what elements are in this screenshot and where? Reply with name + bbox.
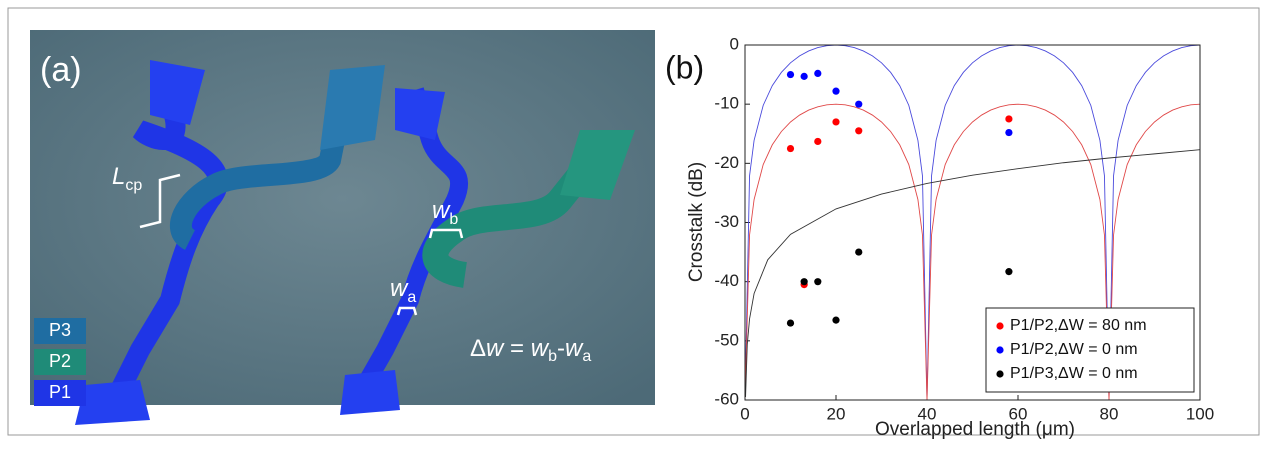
equation: Δw = wb-wa xyxy=(470,335,591,365)
y-tick-label: -30 xyxy=(714,212,739,231)
plot-area xyxy=(745,45,1200,400)
waveguide-p1 xyxy=(357,87,469,390)
data-point xyxy=(1005,128,1013,137)
grating-pad xyxy=(150,60,205,125)
annotation: wa xyxy=(390,275,416,306)
data-point xyxy=(1005,268,1013,276)
curve xyxy=(745,149,1200,398)
data-point xyxy=(814,137,822,146)
x-tick-label: 60 xyxy=(1009,404,1028,423)
data-point xyxy=(786,319,795,327)
annotation: wb xyxy=(432,197,458,228)
y-tick-label: -40 xyxy=(714,271,739,290)
x-axis-label: Overlapped length (μm) xyxy=(875,419,1075,440)
annotation-main: w xyxy=(432,197,451,224)
x-tick-label: 40 xyxy=(918,404,937,423)
data-point xyxy=(855,100,863,108)
y-tick-label: -20 xyxy=(714,153,739,172)
panel-label: (a) xyxy=(40,51,82,89)
legend-marker xyxy=(996,322,1004,330)
grating-pad xyxy=(320,65,385,150)
data-point xyxy=(800,72,808,80)
data-point xyxy=(832,316,840,324)
port-swatch xyxy=(34,318,86,344)
annotation-main: L xyxy=(112,163,125,190)
annotation-main: w xyxy=(390,275,409,302)
legend-label: P1/P3,ΔW = 0 nm xyxy=(1010,365,1138,382)
data-point xyxy=(786,70,795,79)
curve xyxy=(745,103,1200,400)
y-tick-label: 0 xyxy=(730,34,739,53)
bracket xyxy=(139,173,181,229)
grating-pad xyxy=(340,370,400,415)
eq-sub: a xyxy=(582,348,591,365)
eq-sub: b xyxy=(548,348,557,365)
waveguide-p2 xyxy=(422,141,611,288)
data-point xyxy=(786,144,795,153)
y-tick-label: -50 xyxy=(714,330,739,349)
legend-label: P1/P2,ΔW = 0 nm xyxy=(1010,341,1138,358)
y-tick-label: -60 xyxy=(714,389,739,408)
panel-label: (b) xyxy=(665,49,704,85)
x-tick-label: 20 xyxy=(827,404,846,423)
waveguide-p1 xyxy=(111,68,229,395)
eq-part: w xyxy=(531,335,550,362)
grating-pad xyxy=(395,88,445,140)
x-tick-label: 100 xyxy=(1186,404,1214,423)
port-label: P2 xyxy=(49,351,71,371)
axes-box xyxy=(744,44,1201,401)
waveguide-p3 xyxy=(169,82,356,250)
data-point xyxy=(855,248,863,256)
curve xyxy=(745,45,1200,400)
y-tick-label: -10 xyxy=(714,94,739,113)
legend-marker xyxy=(996,346,1004,354)
eq-part: - xyxy=(557,335,565,362)
annotation-sub: cp xyxy=(125,177,142,194)
data-point xyxy=(814,69,822,77)
annotation: Lcp xyxy=(112,163,142,194)
data-point xyxy=(1005,115,1013,123)
data-point xyxy=(814,278,822,286)
x-tick-label: 0 xyxy=(740,404,749,423)
port-label: P3 xyxy=(49,320,71,340)
data-point xyxy=(832,87,840,95)
eq-part: = xyxy=(503,335,530,362)
panel-a: (a) Lcp wb wa Δw = wb-wa P3 P2 P1 xyxy=(30,30,655,425)
y-axis-label: Crosstalk (dB) xyxy=(686,162,707,282)
data-point xyxy=(832,118,840,126)
data-point xyxy=(855,127,863,135)
port-label: P1 xyxy=(49,382,71,402)
bracket xyxy=(428,228,464,239)
bracket xyxy=(396,306,418,316)
annotation-sub: a xyxy=(407,289,416,306)
port-swatch xyxy=(34,349,86,375)
data-point xyxy=(800,278,808,286)
figure-border xyxy=(7,7,1260,436)
legend-marker xyxy=(996,370,1004,378)
eq-part: w xyxy=(565,335,584,362)
legend-label: P1/P2,ΔW = 80 nm xyxy=(1010,317,1147,334)
port-swatch xyxy=(34,380,86,406)
panel-b: (b) Overlapped length (μm) Crosstalk (dB… xyxy=(665,34,1214,440)
eq-part: w xyxy=(486,335,505,362)
eq-part: Δ xyxy=(470,335,486,362)
grating-pad xyxy=(75,380,150,425)
grating-pad xyxy=(560,130,635,200)
annotation-sub: b xyxy=(449,211,458,228)
x-tick-label: 80 xyxy=(1100,404,1119,423)
legend-box xyxy=(985,307,1195,393)
